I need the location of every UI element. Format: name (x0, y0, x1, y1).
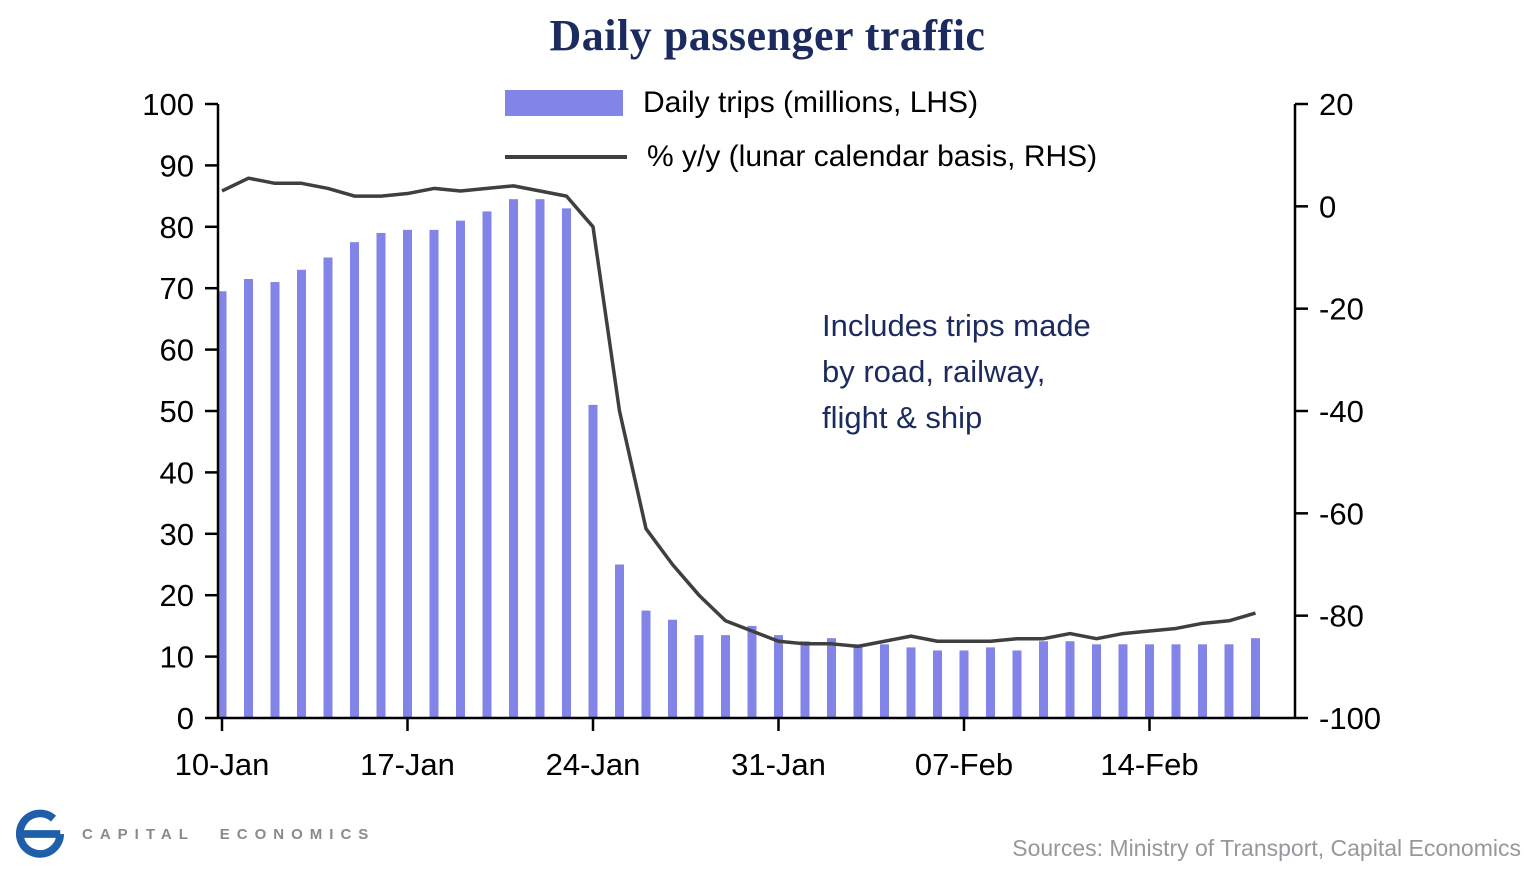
bar (1224, 644, 1234, 718)
bar (1251, 638, 1260, 718)
capital-economics-logo-icon (15, 809, 65, 858)
bar (1118, 644, 1128, 718)
legend-item-yoy: % y/y (lunar calendar basis, RHS) (505, 140, 1098, 173)
bar (217, 291, 227, 718)
bar (827, 638, 836, 718)
axis-tick-label: -100 (1319, 701, 1381, 736)
bar (509, 199, 518, 719)
axis-tick-label: 50 (160, 394, 194, 429)
bar (562, 208, 571, 718)
axis-tick-label: 0 (177, 701, 194, 736)
axis-tick-label: -60 (1319, 496, 1364, 531)
bar (456, 220, 465, 718)
bar (959, 650, 969, 718)
bar (429, 229, 439, 718)
bar (880, 644, 889, 718)
axis-tick-label: 30 (160, 517, 194, 552)
line-swatch-icon (505, 155, 627, 159)
bar (906, 647, 916, 718)
axis-tick-label: -80 (1319, 599, 1364, 634)
bar (986, 647, 995, 718)
bar (933, 650, 942, 718)
axis-tick-label: 17-Jan (360, 747, 455, 782)
annotation-line-1: Includes trips made (822, 308, 1091, 343)
axis-tick-label: 14-Feb (1100, 747, 1198, 782)
bar (1012, 650, 1022, 718)
annotation-line-3: flight & ship (822, 400, 983, 435)
chart-title: Daily passenger traffic (549, 11, 986, 60)
bar (1039, 641, 1048, 718)
line-series (221, 176, 1256, 649)
axis-tick-label: 60 (160, 333, 194, 368)
bar (1198, 644, 1207, 718)
axis-tick-label: -40 (1319, 394, 1364, 429)
sources-text: Sources: Ministry of Transport, Capital … (1012, 835, 1521, 861)
axis-tick-label: 20 (1319, 87, 1353, 122)
bar-swatch-icon (505, 90, 623, 116)
axis-tick-label: 10-Jan (175, 747, 270, 782)
bar (323, 257, 333, 718)
chart-annotation: Includes trips made by road, railway, fl… (822, 303, 1091, 441)
bar (747, 625, 757, 718)
axis-tick-label: -20 (1319, 292, 1364, 327)
bar (641, 610, 651, 718)
bar (1092, 644, 1101, 718)
bar (668, 619, 677, 718)
axis-tick-label: 20 (160, 578, 194, 613)
bar (1171, 644, 1181, 718)
bar (403, 229, 412, 718)
bar (297, 269, 306, 718)
axis-tick-label: 80 (160, 210, 194, 245)
bar (694, 635, 704, 718)
bar (800, 641, 810, 718)
chart-legend: Daily trips (millions, LHS) % y/y (lunar… (505, 86, 1098, 173)
axis-tick-label: 24-Jan (546, 747, 641, 782)
bar (270, 282, 280, 718)
bar (1145, 644, 1154, 718)
bar (853, 644, 863, 718)
capital-economics-logo: CAPITAL ECONOMICS (14, 808, 375, 860)
axis-tick-label: 31-Jan (731, 747, 826, 782)
bar (376, 232, 386, 718)
annotation-line-2: by road, railway, (822, 354, 1046, 389)
axis-tick-label: 70 (160, 271, 194, 306)
legend-item-daily-trips: Daily trips (millions, LHS) (505, 86, 1097, 119)
bar (350, 242, 359, 718)
logo-text: CAPITAL ECONOMICS (82, 825, 376, 843)
legend-label-daily-trips: Daily trips (millions, LHS) (643, 86, 979, 119)
bar (1065, 641, 1075, 718)
axis-tick-label: 100 (142, 87, 194, 122)
axis-tick-label: 90 (160, 148, 194, 183)
bar (615, 564, 624, 718)
bar (244, 278, 253, 718)
bar (482, 211, 492, 718)
bar (774, 635, 783, 718)
axis-tick-label: 07-Feb (915, 747, 1013, 782)
bar (588, 404, 598, 718)
axis-tick-label: 40 (160, 455, 194, 490)
legend-label-yoy: % y/y (lunar calendar basis, RHS) (647, 140, 1098, 173)
axis-tick-label: 0 (1319, 189, 1336, 224)
bar (535, 199, 545, 719)
bar (721, 635, 730, 718)
axis-tick-label: 10 (160, 640, 194, 675)
